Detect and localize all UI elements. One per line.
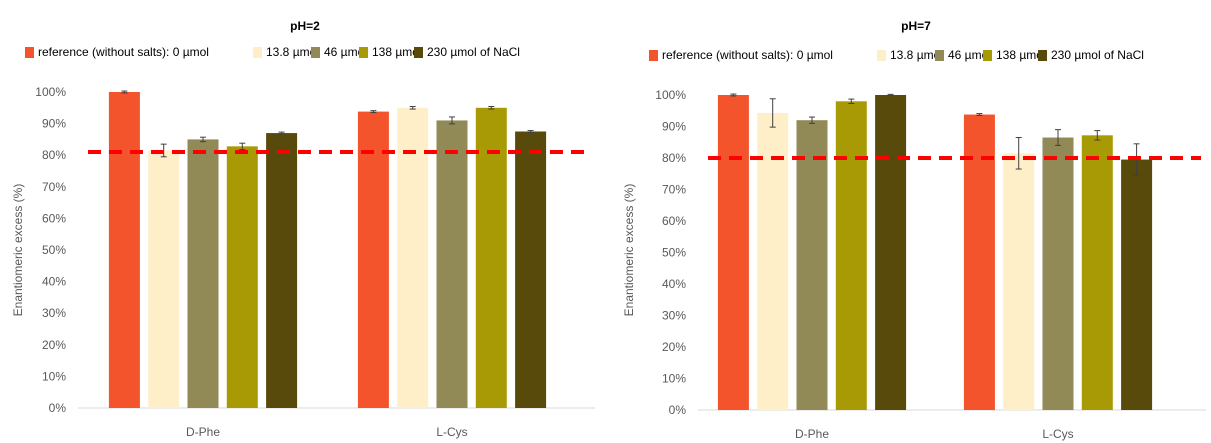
legend-swatch [1038,50,1047,61]
y-tick-label: 70% [42,180,66,194]
chart-title: pH=2 [290,19,320,33]
y-tick-label: 60% [42,211,66,225]
x-category-label: L-Cys [1042,427,1073,441]
chart-ph7-svg: pH=7 Enantiomeric excess (%) reference (… [622,19,1206,441]
y-tick-label: 40% [662,277,686,291]
bar [875,95,907,410]
bar [148,150,180,408]
y-tick-label: 90% [42,117,66,131]
legend-label: 138 µmol [996,48,1046,62]
bar [1003,153,1035,410]
y-tick-label: 0% [669,403,687,417]
bar [717,95,749,410]
legend-swatch [414,47,423,58]
y-tick-label: 10% [42,369,66,383]
x-category-label: D-Phe [795,427,829,441]
x-axis-categories: D-Phe L-Cys [186,425,468,439]
y-tick-label: 0% [49,401,67,415]
legend: reference (without salts): 0 µmol 13.8 µm… [649,48,1144,62]
legend-swatch [877,50,886,61]
chart-ph2: pH=2 Enantiomeric excess (%) reference (… [0,0,600,443]
y-tick-label: 20% [662,340,686,354]
y-tick-label: 50% [42,243,66,257]
chart-title: pH=7 [901,19,931,33]
legend-label: 230 µmol of NaCl [1051,48,1144,62]
bars [88,90,590,409]
legend: reference (without salts): 0 µmol 13.8 µm… [25,45,520,59]
x-category-label: D-Phe [186,425,220,439]
x-axis-categories: D-Phe L-Cys [795,427,1074,441]
y-tick-label: 10% [662,372,686,386]
legend-label: 13.8 µmol [890,48,943,62]
bar [108,92,140,408]
x-category-label: L-Cys [436,425,467,439]
legend-swatch [649,50,658,61]
y-axis-ticks: 0% 10% 20% 30% 40% 50% 60% 70% 80% 90% 100% [35,85,595,415]
y-tick-label: 100% [655,88,686,102]
bar [1042,137,1074,410]
legend-label: 46 µmol [324,45,367,59]
legend-swatch [25,47,34,58]
bar [266,133,298,408]
bar [835,101,867,411]
y-tick-label: 30% [662,309,686,323]
legend-label: reference (without salts): 0 µmol [38,45,209,59]
legend-swatch [983,50,992,61]
bars [708,93,1201,411]
y-tick-label: 50% [662,246,686,260]
legend-label: reference (without salts): 0 µmol [662,48,833,62]
y-tick-label: 80% [42,148,66,162]
bar [397,107,429,409]
bar [475,107,507,409]
legend-swatch [311,47,320,58]
y-tick-label: 70% [662,183,686,197]
bar [226,146,258,409]
bar [187,139,219,408]
y-tick-label: 60% [662,214,686,228]
y-tick-label: 90% [662,120,686,134]
legend-label: 46 µmol [948,48,991,62]
legend-label: 230 µmol of NaCl [427,45,520,59]
y-axis-label: Enantiomeric excess (%) [11,184,25,317]
legend-label: 138 µmol [372,45,422,59]
y-tick-label: 20% [42,338,66,352]
bar [1081,135,1113,410]
bar [515,131,547,408]
y-tick-label: 100% [35,85,66,99]
bar [436,120,468,408]
bar [796,120,828,410]
bar [963,114,995,410]
bar [1121,159,1153,410]
y-tick-label: 40% [42,275,66,289]
y-axis-label: Enantiomeric excess (%) [622,184,636,317]
legend-swatch [359,47,368,58]
bar [757,112,789,410]
y-tick-label: 80% [662,151,686,165]
legend-swatch [253,47,262,58]
chart-ph2-svg: pH=2 Enantiomeric excess (%) reference (… [11,19,595,439]
y-tick-label: 30% [42,306,66,320]
legend-label: 13.8 µmol [266,45,319,59]
bar [357,111,389,408]
legend-swatch [935,50,944,61]
chart-ph7: pH=7 Enantiomeric excess (%) reference (… [611,0,1211,443]
